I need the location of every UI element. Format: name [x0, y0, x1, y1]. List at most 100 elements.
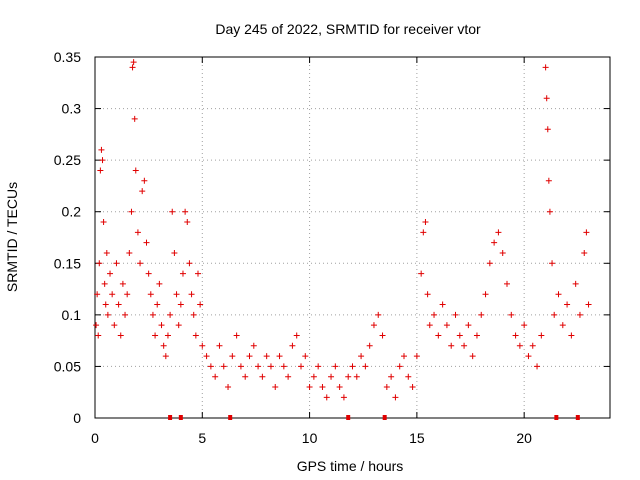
data-point: [542, 64, 549, 71]
data-point: [131, 115, 138, 122]
data-point: [293, 332, 300, 339]
data-point: [229, 353, 236, 360]
data-point: [132, 167, 139, 174]
chart-title: Day 245 of 2022, SRMTID for receiver vto…: [215, 21, 481, 37]
data-point: [94, 291, 101, 298]
data-point: [186, 260, 193, 267]
x-tick-labels: 0 5 10 15 20: [91, 430, 532, 446]
data-point: [173, 291, 180, 298]
data-point: [362, 363, 369, 370]
data-point: [263, 353, 270, 360]
data-point: [98, 146, 105, 153]
x-tick-label: 0: [91, 430, 99, 446]
data-point: [345, 373, 352, 380]
y-tick-label: 0.2: [62, 204, 82, 220]
data-point: [242, 373, 249, 380]
y-axis-label: SRMTID / TECUs: [4, 182, 20, 292]
zero-marker: [575, 415, 580, 420]
data-point: [549, 260, 556, 267]
data-point: [102, 301, 109, 308]
data-point: [551, 311, 558, 318]
data-point: [545, 177, 552, 184]
data-point: [491, 239, 498, 246]
data-point: [216, 342, 223, 349]
data-point: [495, 229, 502, 236]
plot-frame: [94, 56, 611, 419]
data-point: [431, 311, 438, 318]
data-point: [162, 353, 169, 360]
data-point: [302, 353, 309, 360]
data-point: [544, 126, 551, 133]
data-point: [473, 332, 480, 339]
data-point: [128, 208, 135, 215]
data-point: [111, 322, 118, 329]
data-point: [207, 363, 214, 370]
data-point: [143, 239, 150, 246]
data-point: [276, 353, 283, 360]
x-tick-label: 20: [516, 430, 532, 446]
data-point: [482, 291, 489, 298]
tick-marks: [94, 56, 610, 419]
data-point: [145, 270, 152, 277]
data-point: [499, 249, 506, 256]
y-tick-label: 0.35: [54, 49, 81, 65]
data-point: [366, 342, 373, 349]
data-point: [280, 363, 287, 370]
zero-marker: [554, 415, 559, 420]
data-point: [93, 322, 100, 329]
data-point: [323, 394, 330, 401]
data-point: [130, 59, 137, 66]
data-point: [581, 249, 588, 256]
data-point: [246, 353, 253, 360]
data-point: [154, 301, 161, 308]
data-point: [396, 363, 403, 370]
data-point: [426, 322, 433, 329]
data-point: [141, 177, 148, 184]
data-point: [413, 353, 420, 360]
data-point: [529, 342, 536, 349]
data-point: [195, 270, 201, 277]
data-points: [93, 59, 592, 401]
data-point: [167, 311, 174, 318]
data-point: [583, 229, 590, 236]
y-tick-label: 0.25: [54, 152, 81, 168]
data-point: [184, 219, 191, 226]
data-point: [158, 322, 165, 329]
data-point: [568, 332, 575, 339]
data-point: [99, 157, 106, 164]
data-point: [461, 342, 468, 349]
data-point: [465, 322, 472, 329]
data-point: [585, 301, 592, 308]
data-point: [379, 332, 386, 339]
data-point: [405, 373, 412, 380]
data-point: [486, 260, 493, 267]
data-point: [319, 384, 326, 391]
data-point: [175, 322, 182, 329]
data-point: [392, 394, 399, 401]
data-point: [418, 270, 425, 277]
data-point: [255, 363, 262, 370]
data-point: [192, 332, 199, 339]
y-tick-label: 0.05: [54, 358, 81, 374]
data-point: [388, 373, 395, 380]
data-point: [353, 373, 360, 380]
data-point: [370, 322, 377, 329]
data-point: [147, 291, 154, 298]
data-point: [555, 291, 562, 298]
data-point: [119, 280, 126, 287]
data-point: [521, 322, 528, 329]
data-point: [443, 322, 450, 329]
data-point: [134, 229, 141, 236]
data-point: [439, 301, 446, 308]
data-point: [289, 342, 296, 349]
data-point: [448, 342, 455, 349]
data-point: [156, 280, 163, 287]
data-point: [538, 332, 545, 339]
data-point: [383, 384, 390, 391]
data-point: [188, 291, 195, 298]
y-tick-label: 0.1: [62, 307, 82, 323]
data-point: [375, 311, 382, 318]
data-point: [203, 353, 210, 360]
zero-marker: [346, 415, 351, 420]
data-point: [103, 249, 110, 256]
